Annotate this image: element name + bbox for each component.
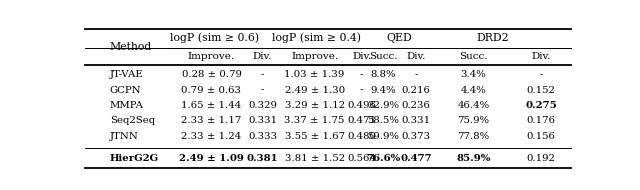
Text: 58.5%: 58.5% [367, 116, 399, 125]
Text: 0.216: 0.216 [402, 86, 431, 95]
Text: 3.29 ± 1.12: 3.29 ± 1.12 [285, 101, 345, 110]
Text: 2.33 ± 1.24: 2.33 ± 1.24 [181, 132, 241, 141]
Text: 3.4%: 3.4% [460, 70, 486, 79]
Text: Method: Method [110, 42, 152, 52]
Text: 4.4%: 4.4% [460, 86, 486, 95]
Text: 0.156: 0.156 [527, 132, 556, 141]
Text: logP (sim ≥ 0.4): logP (sim ≥ 0.4) [272, 33, 361, 44]
Text: 8.8%: 8.8% [371, 70, 396, 79]
Text: 77.8%: 77.8% [457, 132, 490, 141]
Text: 2.49 ± 1.30: 2.49 ± 1.30 [285, 86, 345, 95]
Text: 3.55 ± 1.67: 3.55 ± 1.67 [285, 132, 345, 141]
Text: 2.49 ± 1.09: 2.49 ± 1.09 [179, 154, 244, 163]
Text: Improve.: Improve. [188, 52, 235, 61]
Text: 0.28 ± 0.79: 0.28 ± 0.79 [182, 70, 241, 79]
Text: Succ.: Succ. [459, 52, 488, 61]
Text: MMPA: MMPA [110, 101, 144, 110]
Text: 0.331: 0.331 [248, 116, 277, 125]
Text: 2.33 ± 1.17: 2.33 ± 1.17 [181, 116, 242, 125]
Text: -: - [415, 70, 418, 79]
Text: 0.480: 0.480 [348, 132, 376, 141]
Text: 0.333: 0.333 [248, 132, 277, 141]
Text: 85.9%: 85.9% [456, 154, 490, 163]
Text: Seq2Seq: Seq2Seq [110, 116, 155, 125]
Text: 75.9%: 75.9% [458, 116, 490, 125]
Text: 1.65 ± 1.44: 1.65 ± 1.44 [181, 101, 241, 110]
Text: Improve.: Improve. [291, 52, 338, 61]
Text: 0.152: 0.152 [527, 86, 556, 95]
Text: 9.4%: 9.4% [371, 86, 396, 95]
Text: JT-VAE: JT-VAE [110, 70, 143, 79]
Text: Div.: Div. [352, 52, 371, 61]
Text: HierG2G: HierG2G [110, 154, 159, 163]
Text: -: - [360, 70, 364, 79]
Text: -: - [540, 70, 543, 79]
Text: 0.564: 0.564 [348, 154, 376, 163]
Text: Succ.: Succ. [369, 52, 398, 61]
Text: 3.81 ± 1.52: 3.81 ± 1.52 [285, 154, 345, 163]
Text: 0.477: 0.477 [401, 154, 432, 163]
Text: 0.471: 0.471 [347, 116, 376, 125]
Text: Div.: Div. [406, 52, 426, 61]
Text: 0.176: 0.176 [527, 116, 556, 125]
Text: 0.329: 0.329 [248, 101, 277, 110]
Text: JTNN: JTNN [110, 132, 139, 141]
Text: DRD2: DRD2 [477, 33, 509, 43]
Text: GCPN: GCPN [110, 86, 141, 95]
Text: 0.275: 0.275 [525, 101, 557, 110]
Text: QED: QED [387, 33, 412, 43]
Text: 0.373: 0.373 [402, 132, 431, 141]
Text: 1.03 ± 1.39: 1.03 ± 1.39 [285, 70, 345, 79]
Text: 0.192: 0.192 [527, 154, 556, 163]
Text: 0.331: 0.331 [402, 116, 431, 125]
Text: 32.9%: 32.9% [367, 101, 399, 110]
Text: -: - [360, 86, 364, 95]
Text: -: - [261, 70, 264, 79]
Text: 0.496: 0.496 [348, 101, 376, 110]
Text: Div.: Div. [532, 52, 551, 61]
Text: Div.: Div. [253, 52, 272, 61]
Text: 0.79 ± 0.63: 0.79 ± 0.63 [182, 86, 241, 95]
Text: logP (sim ≥ 0.6): logP (sim ≥ 0.6) [170, 33, 259, 44]
Text: 3.37 ± 1.75: 3.37 ± 1.75 [284, 116, 345, 125]
Text: 0.381: 0.381 [246, 154, 278, 163]
Text: 59.9%: 59.9% [367, 132, 399, 141]
Text: -: - [261, 86, 264, 95]
Text: 46.4%: 46.4% [457, 101, 490, 110]
Text: 0.236: 0.236 [402, 101, 431, 110]
Text: 76.6%: 76.6% [367, 154, 401, 163]
